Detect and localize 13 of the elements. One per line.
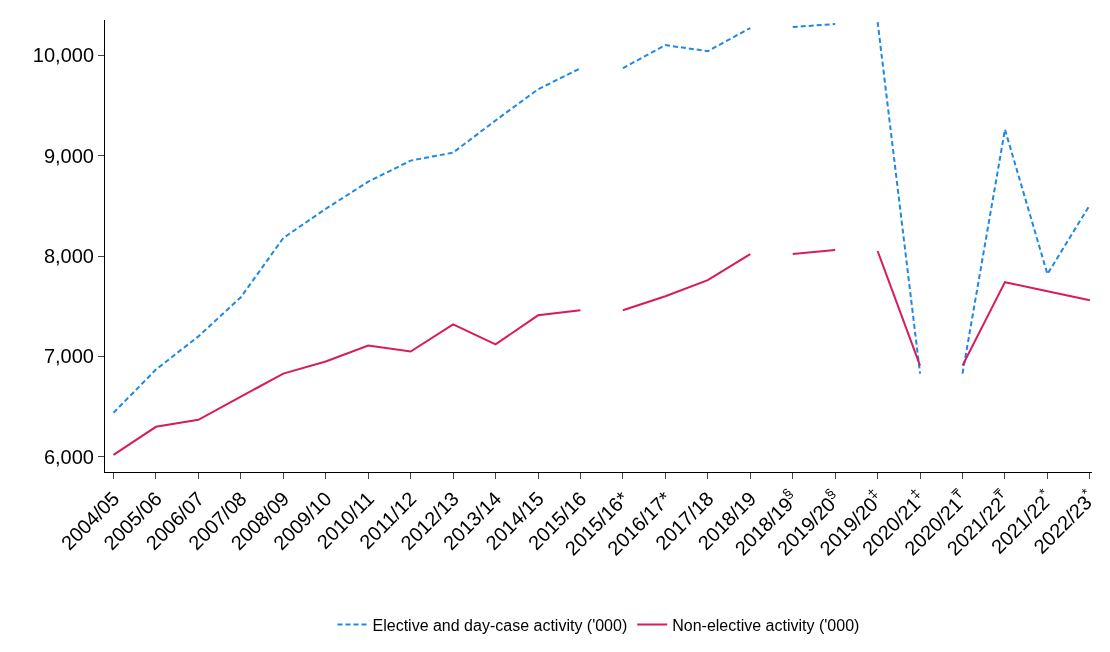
legend-label: Non-elective activity ('000) <box>672 616 860 634</box>
line-series <box>621 27 752 70</box>
line-series <box>961 128 1091 375</box>
line-series <box>112 309 582 456</box>
line-series <box>112 67 582 414</box>
legend-label: Elective and day-case activity ('000) <box>372 616 628 634</box>
line-series <box>621 253 752 312</box>
y-tick-label: 7,000 <box>43 345 94 368</box>
y-tick-label: 9,000 <box>43 144 94 167</box>
y-tick-label: 6,000 <box>43 445 94 468</box>
y-tick-label: 8,000 <box>43 245 94 268</box>
y-tick-label: 10,000 <box>32 44 94 67</box>
line-series <box>961 281 1091 367</box>
